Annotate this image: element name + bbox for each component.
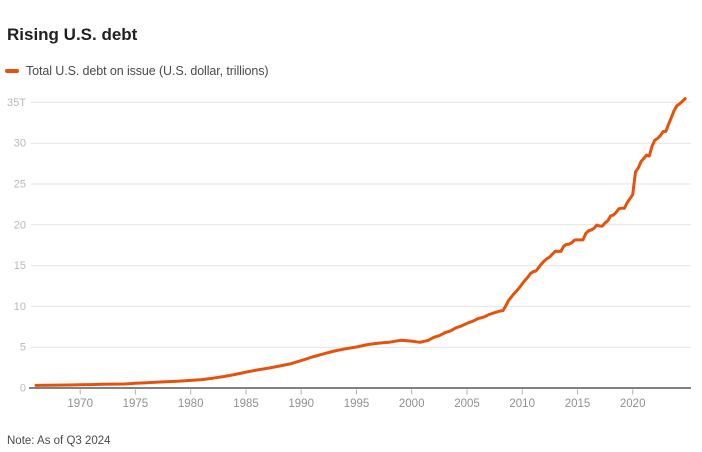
y-tick-label-30: 30	[14, 138, 26, 150]
y-tick-label-15: 15	[14, 260, 26, 272]
y-tick-label-20: 20	[14, 219, 26, 231]
chart-title: Rising U.S. debt	[7, 25, 138, 44]
x-tick-label-1975: 1975	[123, 398, 149, 410]
x-tick-label-2005: 2005	[454, 398, 480, 410]
x-tick-label-1970: 1970	[67, 398, 93, 410]
y-tick-label-5: 5	[20, 342, 26, 354]
x-tick-label-2015: 2015	[565, 398, 591, 410]
source-note: Note: As of Q3 2024	[7, 435, 111, 447]
x-tick-label-2020: 2020	[620, 398, 646, 410]
y-tick-label-35T: 35T	[7, 97, 26, 109]
debt-line-series	[34, 97, 687, 387]
x-tick-label-1995: 1995	[344, 398, 370, 410]
legend-label: Total U.S. debt on issue (U.S. dollar, t…	[26, 64, 269, 78]
debt-line-chart: 1970 1975 1980 1985 1990 1995 2000 2005 2010 2015…	[7, 97, 691, 410]
x-tick-label-1980: 1980	[178, 398, 204, 410]
legend: Total U.S. debt on issue (U.S. dollar, t…	[5, 64, 269, 78]
y-tick-label-25: 25	[14, 179, 26, 191]
x-tick-label-2000: 2000	[399, 398, 425, 410]
legend-line-swatch	[5, 69, 19, 73]
y-tick-label-0: 0	[20, 383, 26, 395]
x-tick-label-1985: 1985	[233, 398, 259, 410]
x-tick-label-2010: 2010	[509, 398, 535, 410]
y-tick-label-10: 10	[14, 301, 26, 313]
x-tick-label-1990: 1990	[288, 398, 314, 410]
